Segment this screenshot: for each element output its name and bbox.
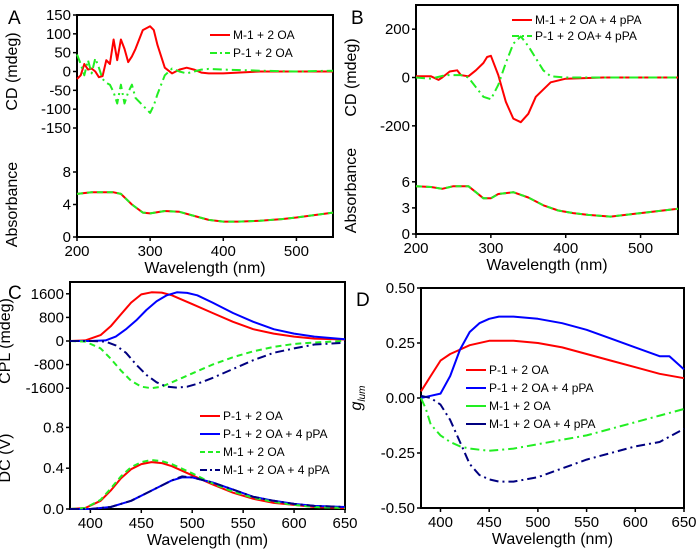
panel-d-ytick-label: 0.00 (386, 390, 415, 407)
panel-b-xtick-label: 500 (628, 240, 653, 257)
panel-b-legend-label: P-1 + 2 OA+ 4 pPA (535, 29, 637, 43)
panel-a-xtick-label: 400 (211, 243, 236, 260)
panel-d-xtick-label: 650 (671, 514, 696, 531)
panel-b-xtick-label: 400 (553, 240, 578, 257)
panel-c-top-series-1 (70, 291, 346, 342)
panel-b-top-ylabel: CD (mdeg) (343, 38, 360, 116)
panel-c-legend-label: M-1 + 2 OA (223, 445, 285, 459)
panel-a-xtick-label: 200 (64, 243, 89, 260)
panel-b-bot-ytick-label: 3 (402, 200, 410, 217)
panel-a-top-ytick-label: -100 (41, 101, 71, 118)
panel-c-axes-frame (69, 281, 346, 510)
panel-b-bot-ytick-label: 0 (402, 226, 410, 243)
panel-a-top-ytick-label: 100 (46, 26, 71, 43)
panel-d-legend-label: M-1 + 2 OA (489, 399, 551, 413)
panel-a-xtick-label: 500 (284, 243, 309, 260)
panel-a-bot-ytick-label: 8 (63, 164, 71, 181)
panel-c-xtick-label: 650 (332, 515, 357, 532)
panel-b-top-ytick-label: 200 (385, 21, 410, 38)
panel-d-ytick-label: 0.25 (386, 335, 415, 352)
panel-c-bot-ylabel: DC (V) (0, 434, 14, 483)
panel-c-bot-ytick-label: 0.8 (43, 419, 64, 436)
panel-a-xtick-label: 300 (138, 243, 163, 260)
panel-c-top-ytick-label: 1600 (31, 286, 64, 303)
panel-b-xlabel: Wavelength (nm) (486, 257, 607, 274)
panel-a-bot-ylabel: Absorbance (4, 162, 21, 247)
panel-a-legend-label: P-1 + 2 OA (233, 46, 293, 60)
panel-a-top-series-0 (76, 25, 333, 80)
panel-d-xtick-label: 500 (525, 514, 550, 531)
panel-d-series-1 (420, 315, 685, 399)
panel-c-legend-label: P-1 + 2 OA + 4 pPA (223, 427, 328, 441)
panel-a-bot-ytick-label: 0 (63, 229, 71, 246)
panel-a-bot-series-0 (76, 191, 334, 223)
panel-c-top-ytick-label: 800 (39, 309, 64, 326)
panel-c-xtick-label: 500 (180, 515, 205, 532)
panel-d-ytick-label: -0.50 (381, 500, 415, 517)
panel-d-xtick-label: 550 (574, 514, 599, 531)
panel-d-series-3 (420, 394, 685, 483)
panel-a-label: A (8, 8, 21, 29)
panel-d-xtick-label: 400 (428, 514, 453, 531)
panel-c-top-ytick-label: -1600 (26, 380, 64, 397)
panel-b-axes-frame (415, 4, 679, 235)
panel-b-top-ytick-label: 0 (402, 70, 410, 87)
panel-c-xtick-label: 550 (231, 515, 256, 532)
panel-c-bot-ytick-label: 0.4 (43, 460, 64, 477)
panel-b-label: B (351, 8, 364, 29)
panel-b-xtick-label: 200 (403, 240, 428, 257)
panel-d-ytick-label: 0.50 (386, 280, 415, 297)
panel-b-bot-series-0 (415, 185, 679, 218)
panel-a-legend-label: M-1 + 2 OA (233, 28, 295, 42)
panel-d-legend-label: P-1 + 2 OA (489, 363, 549, 377)
panel-d-label: D (356, 290, 370, 311)
panel-c-xtick-label: 600 (282, 515, 307, 532)
panel-d-xtick-label: 600 (623, 514, 648, 531)
panel-c-bot-series-3 (70, 475, 346, 510)
panel-a-top-ytick-label: -50 (49, 82, 71, 99)
panel-d-series-2 (420, 397, 685, 452)
panel-b-bot-series-1 (415, 185, 679, 218)
panel-b-xtick-label: 300 (478, 240, 503, 257)
panel-a-top-ytick-label: 150 (46, 7, 71, 24)
panel-c-xtick-label: 400 (78, 515, 103, 532)
panel-c-xlabel: Wavelength (nm) (147, 532, 268, 549)
panel-c-top-series-2 (69, 340, 346, 390)
panel-a-xlabel: Wavelength (nm) (144, 260, 265, 277)
panel-d-legend-label: P-1 + 2 OA + 4 pPA (489, 381, 594, 395)
panel-d-ylabel: glum (348, 385, 368, 410)
panel-a-axes-frame (76, 14, 334, 238)
panel-c-top-series-0 (69, 291, 346, 342)
panel-a-top-ylabel: CD (mdeg) (4, 32, 21, 110)
panel-b-top-series-1 (415, 35, 678, 101)
panel-c-bot-ytick-label: 0.0 (43, 501, 64, 518)
panel-d-xlabel: Wavelength (nm) (492, 531, 613, 548)
panel-b-legend-label: M-1 + 2 OA + 4 pPA (535, 13, 642, 27)
panel-c-bot-series-2 (69, 459, 346, 510)
panel-c-top-ytick-label: 0 (56, 333, 64, 350)
panel-b-top-series-0 (416, 54, 678, 124)
panel-a-bot-ytick-label: 4 (63, 197, 71, 214)
panel-a-top-ytick-label: -150 (41, 120, 71, 137)
panel-c-legend-label: P-1 + 2 OA (223, 409, 283, 423)
panel-c-top-ytick-label: -800 (34, 357, 64, 374)
panel-c-label: C (8, 283, 22, 304)
panel-a-bot-series-1 (76, 191, 334, 223)
panel-b-top-ytick-label: -200 (380, 118, 410, 135)
panel-d-series-0 (420, 339, 685, 392)
panel-c-xtick-label: 450 (129, 515, 154, 532)
panel-d-xtick-label: 450 (477, 514, 502, 531)
panel-a-top-series-1 (76, 54, 334, 114)
panel-a-top-ytick-label: 50 (54, 45, 71, 62)
panel-d-ytick-label: -0.25 (381, 445, 415, 462)
panel-c-top-ylabel: CPL (mdeg) (0, 298, 14, 384)
panel-c-bot-series-1 (70, 476, 346, 510)
panel-b-bot-ylabel: Absorbance (343, 148, 360, 233)
panel-b-bot-ytick-label: 6 (402, 174, 410, 191)
panel-c-legend-label: M-1 + 2 OA + 4 pPA (223, 463, 330, 477)
panel-d-legend-label: M-1 + 2 OA + 4 pPA (489, 417, 596, 431)
panel-a-top-ytick-label: 0 (63, 64, 71, 81)
panel-c-top-series-3 (70, 340, 346, 389)
